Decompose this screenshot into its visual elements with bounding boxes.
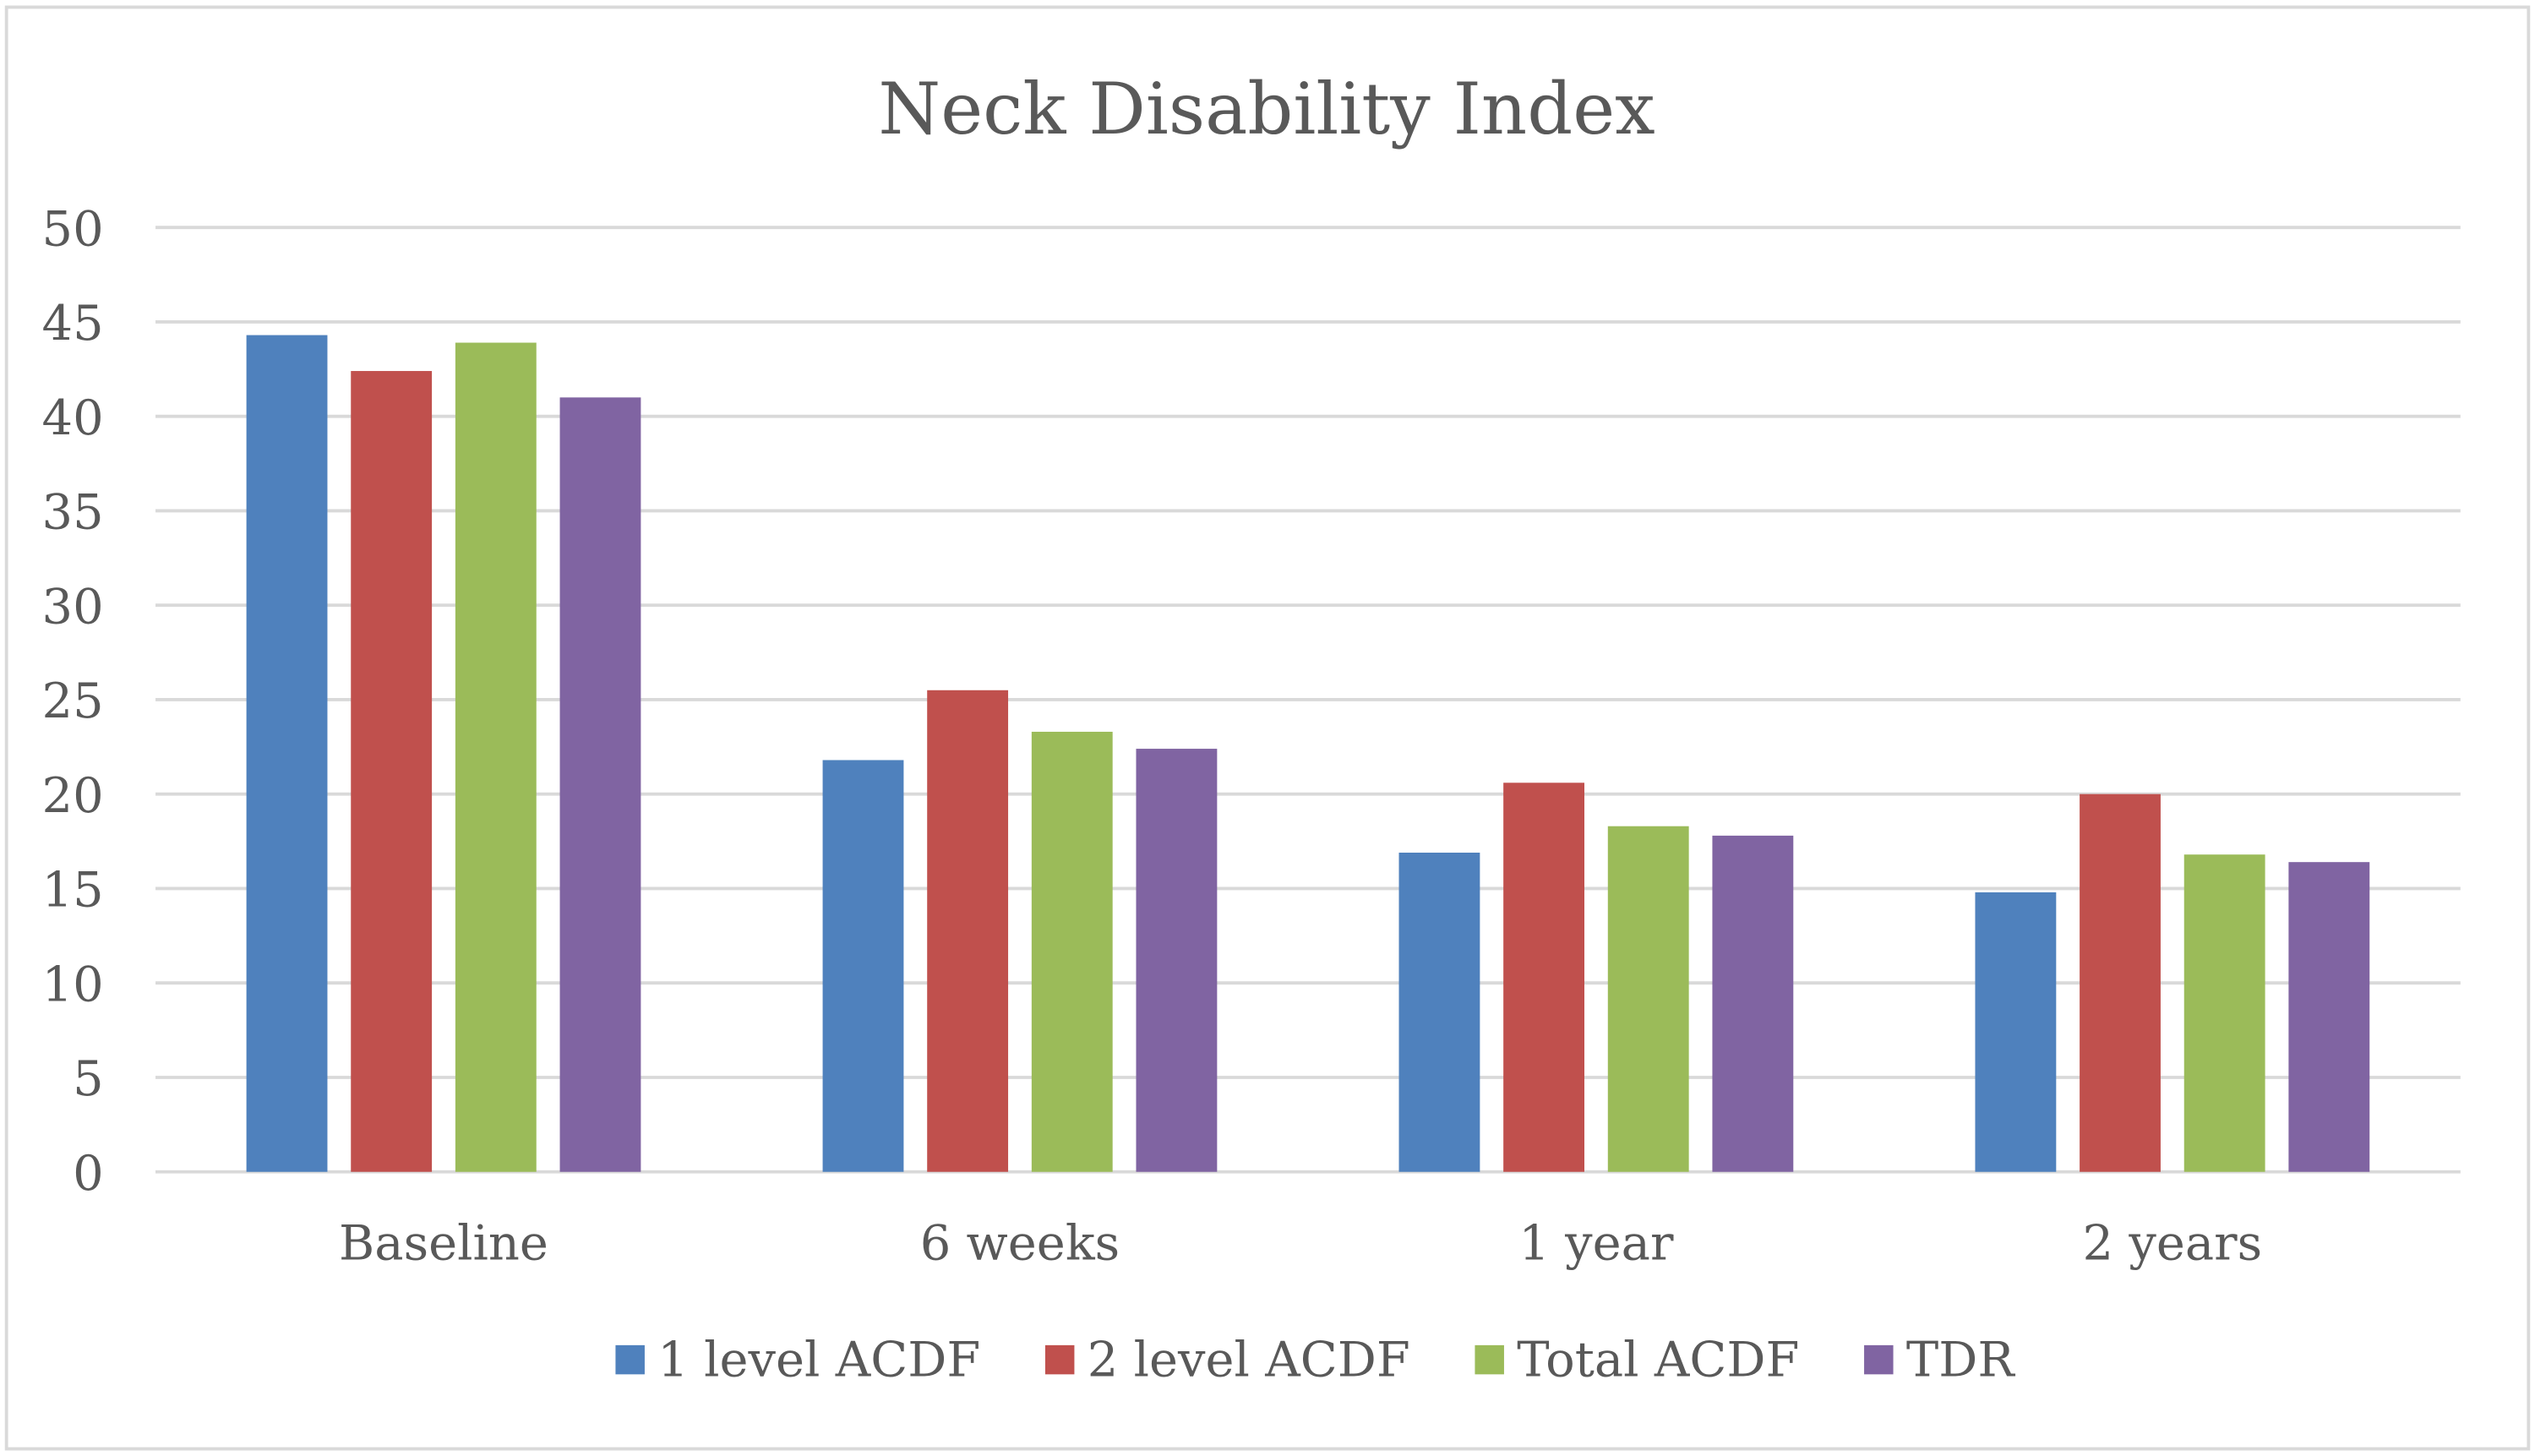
bar-2-level-acdf <box>1503 783 1584 1172</box>
bar-1-level-acdf <box>822 760 904 1172</box>
legend-swatch <box>1864 1344 1894 1375</box>
bar-tdr <box>2288 862 2370 1172</box>
bar-total-acdf <box>1031 731 1113 1172</box>
x-tick-label: 2 years <box>2083 1214 2263 1271</box>
y-tick-label: 40 <box>42 390 104 446</box>
x-tick-label: 6 weeks <box>920 1214 1120 1271</box>
bar-1-level-acdf <box>1398 853 1480 1172</box>
chart-title: Neck Disability Index <box>878 68 1655 150</box>
y-tick-label: 25 <box>42 673 104 729</box>
bar-tdr <box>559 397 641 1172</box>
legend-label: Total ACDF <box>1517 1331 1799 1388</box>
bar-1-level-acdf <box>1975 892 2057 1172</box>
y-tick-label: 30 <box>42 578 104 635</box>
y-tick-label: 5 <box>73 1050 104 1107</box>
legend-swatch <box>1475 1344 1504 1375</box>
bar-2-level-acdf <box>2080 793 2161 1172</box>
x-tick-label: 1 year <box>1518 1214 1674 1271</box>
legend-label: 1 level ACDF <box>657 1331 980 1388</box>
y-tick-label: 0 <box>73 1145 104 1202</box>
y-tick-label: 20 <box>42 767 104 824</box>
bar-1-level-acdf <box>246 335 328 1172</box>
legend-label: TDR <box>1906 1331 2015 1388</box>
y-tick-label: 35 <box>42 484 104 541</box>
y-tick-label: 15 <box>42 862 104 919</box>
x-tick-label: Baseline <box>339 1214 548 1271</box>
legend-swatch <box>615 1344 645 1375</box>
y-tick-label: 50 <box>42 200 104 257</box>
bar-tdr <box>1712 835 1794 1172</box>
y-tick-label: 45 <box>42 295 104 352</box>
y-tick-label: 10 <box>42 956 104 1012</box>
bar-total-acdf <box>2183 854 2265 1172</box>
bar-2-level-acdf <box>927 690 1009 1172</box>
legend-label: 2 level ACDF <box>1088 1331 1410 1388</box>
bar-total-acdf <box>1607 826 1689 1172</box>
bar-tdr <box>1136 749 1218 1172</box>
bar-2-level-acdf <box>351 371 433 1172</box>
bar-total-acdf <box>455 342 537 1172</box>
legend-swatch <box>1044 1344 1075 1375</box>
